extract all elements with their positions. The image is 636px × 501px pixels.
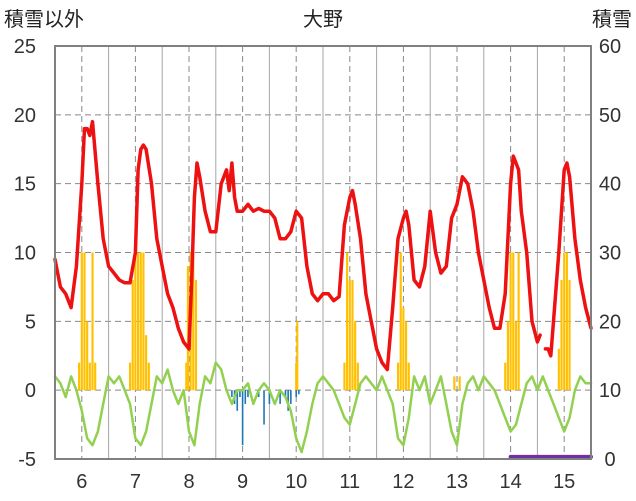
precipitation-bar: [565, 252, 568, 391]
y-left-tick-label: 10: [14, 243, 36, 265]
x-tick-label: 6: [76, 471, 87, 493]
precipitation-bar: [557, 348, 560, 391]
precipitation-bar: [137, 252, 140, 391]
precipitation-bar: [356, 362, 359, 391]
precipitation-bar: [134, 252, 137, 391]
y-left-tick-label: 25: [14, 36, 36, 58]
y-left-tick-label: 15: [14, 174, 36, 196]
precipitation-bar: [453, 376, 456, 391]
snow-depth-change-bar: [290, 390, 292, 404]
precipitation-bar: [346, 252, 349, 391]
precipitation-bar: [458, 376, 461, 391]
precipitation-bar: [86, 321, 89, 391]
y-left-tick-label: 5: [25, 311, 36, 333]
plot-frame: [54, 45, 592, 460]
snow-depth-change-bar: [287, 390, 289, 411]
precipitation-bar: [399, 252, 402, 391]
precipitation-bar: [142, 252, 145, 391]
x-tick-label: 9: [237, 471, 248, 493]
precipitation-bar: [194, 280, 198, 391]
precipitation-bar: [343, 362, 346, 391]
precipitation-bar: [568, 280, 571, 391]
x-tick-label: 13: [446, 471, 468, 493]
precipitation-bar: [354, 321, 357, 391]
precipitation-bar: [407, 362, 410, 391]
precipitation-bar: [145, 335, 148, 391]
precipitation-bar: [506, 321, 509, 391]
precipitation-bar: [402, 307, 405, 391]
y-left-tick-label: 20: [14, 105, 36, 127]
x-tick-label: 10: [285, 471, 307, 493]
snow-depth-change-bar: [263, 390, 265, 425]
precipitation-bar: [131, 280, 134, 391]
snow-depth-change-bar: [295, 390, 298, 398]
snow-depth-change-bar: [239, 390, 241, 398]
y-right-tick-label: 10: [599, 380, 621, 402]
precipitation-bar: [560, 280, 563, 391]
precipitation-bar: [396, 362, 400, 391]
precipitation-bar: [509, 252, 512, 391]
precipitation-bar: [351, 280, 354, 391]
precipitation-bar: [185, 362, 188, 391]
y-left-axis-label: 積雪以外: [4, 8, 84, 31]
snow-depth-change-bar: [298, 390, 300, 395]
precipitation-bar: [88, 362, 91, 391]
precipitation-bar: [296, 321, 299, 391]
snow-depth-change-bar: [231, 390, 233, 398]
snow-depth-change-bar: [279, 390, 281, 404]
y-right-axis-label: 積雪: [592, 8, 632, 31]
y-left-tick-label: 0: [25, 380, 36, 402]
y-right-tick-label: 60: [599, 36, 621, 58]
snow-depth-change-bar: [244, 390, 247, 404]
precipitation-bar: [563, 252, 566, 391]
x-tick-label: 7: [130, 471, 141, 493]
precipitation-bar: [512, 252, 515, 391]
precipitation-bar: [80, 252, 83, 391]
temperature-line: [53, 119, 593, 372]
x-tick-label: 8: [183, 471, 194, 493]
snow-depth-change-bar: [284, 390, 287, 398]
precipitation-bar: [78, 362, 81, 391]
precipitation-bar: [517, 252, 520, 391]
y-right-tick-label: 40: [599, 174, 621, 196]
temp-change-line: [53, 361, 593, 454]
precipitation-bar: [91, 252, 94, 391]
x-tick-label: 14: [499, 471, 521, 493]
snow-depth-change-bar: [236, 390, 239, 411]
precipitation-bar: [405, 321, 408, 391]
precipitation-bar: [94, 362, 97, 391]
x-tick-label: 15: [553, 471, 575, 493]
precipitation-bar: [186, 266, 189, 391]
precipitation-bar: [514, 321, 518, 391]
snow-depth-change-bar: [241, 390, 244, 446]
y-right-tick-label: 30: [599, 243, 621, 265]
precipitation-bar: [192, 252, 195, 391]
chart-title: 大野: [303, 8, 343, 31]
precipitation-bar: [128, 362, 132, 391]
precipitation-bar: [348, 280, 351, 391]
y-right-tick-label: 50: [599, 105, 621, 127]
y-left-tick-label: -5: [18, 449, 36, 471]
y-right-tick-label: 0: [604, 449, 615, 471]
precipitation-bar: [139, 252, 142, 391]
precipitation-bar: [147, 362, 150, 391]
y-right-tick-label: 20: [599, 311, 621, 333]
x-tick-label: 12: [392, 471, 414, 493]
snow-depth-change-bar: [247, 390, 249, 398]
line-layer: [53, 119, 593, 459]
precipitation-bar: [504, 362, 507, 391]
x-tick-label: 11: [339, 471, 360, 493]
snow-depth-change-bar: [268, 390, 271, 404]
precipitation-bar: [83, 252, 86, 391]
